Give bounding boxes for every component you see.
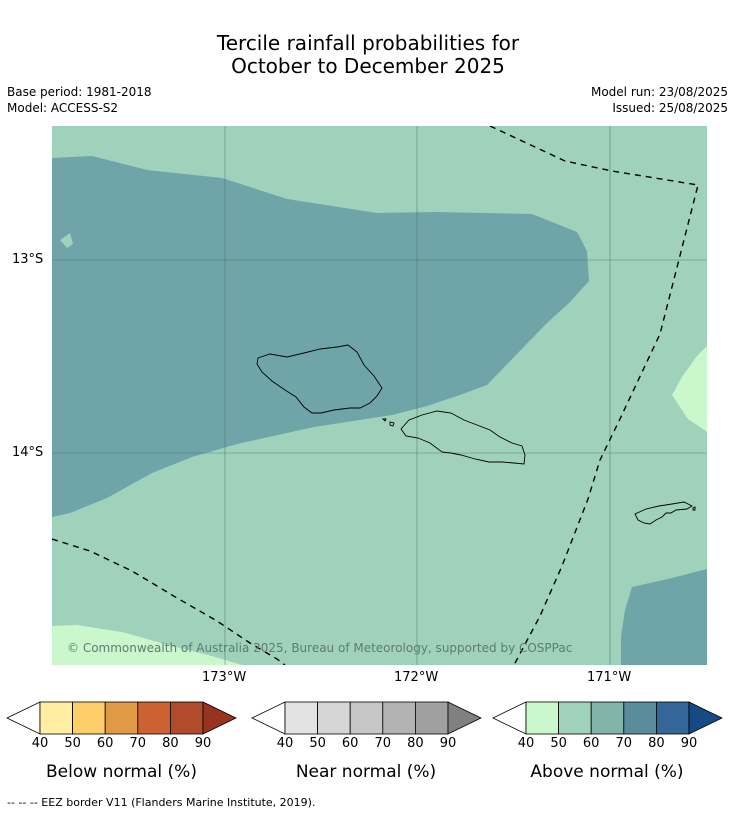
colorbar-tick-label: 40: [276, 736, 294, 751]
chart-title-line-2: October to December 2025: [231, 54, 505, 78]
colorbar-arrow-high: [447, 701, 482, 735]
lat-tick-13s: 13°S: [12, 252, 44, 267]
colorbar-segment: [169, 701, 204, 735]
colorbar-tick-label: 50: [64, 736, 81, 751]
eez-border-southwest: [52, 538, 286, 665]
colorbars-svg: [6, 701, 723, 735]
colorbar-segment: [590, 701, 625, 735]
colorbar-arrow-high: [688, 701, 723, 735]
colorbar-tick-label: 80: [162, 736, 179, 751]
colorbar-tick-label: 90: [439, 736, 457, 751]
colorbar-near-normal: [251, 701, 482, 735]
colorbar-segment: [656, 701, 690, 735]
region-above-40-50-east: [672, 346, 707, 432]
colorbar-segment: [382, 701, 416, 735]
colorbar-title-near-normal: Near normal (%): [295, 762, 437, 782]
base-period-label: Base period: 1981-2018: [7, 85, 152, 99]
model-label: Model: ACCESS-S2: [7, 101, 119, 115]
lat-tick-14s: 14°S: [12, 445, 44, 460]
island-upolu: [400, 410, 526, 465]
colorbar-segment: [558, 701, 592, 735]
colorbar-tick-label: 90: [680, 736, 698, 751]
island-aunuu: [692, 506, 696, 511]
colorbar-tick-label: 60: [96, 736, 114, 751]
eez-borders: [52, 126, 699, 665]
colorbar-tick-label: 60: [582, 736, 600, 751]
colorbar-segment: [525, 701, 559, 735]
colorbar-tick-label: 90: [194, 736, 212, 751]
model-run-label: Model run: 23/08/2025: [590, 85, 728, 99]
island-manono: [381, 418, 387, 422]
colorbar-above-normal: [492, 701, 723, 735]
region-above-40-50-southwest: [52, 625, 242, 665]
colorbar-tick-label: 40: [517, 736, 535, 751]
lon-tick-172w: 172°W: [394, 670, 439, 685]
island-apolima: [389, 421, 395, 427]
probability-map: [52, 126, 707, 665]
colorbar-arrow-low: [6, 701, 41, 735]
issued-label: Issued: 25/08/2025: [612, 101, 728, 115]
colorbar-title-below-normal: Below normal (%): [46, 762, 197, 782]
region-above-60-70-southeast: [621, 569, 707, 665]
colorbar-arrow-low: [251, 701, 286, 735]
colorbar-tick-label: 60: [341, 736, 359, 751]
colorbar-tick-label: 70: [129, 736, 147, 751]
colorbar-segment: [284, 701, 318, 735]
colorbar-tick-label: 80: [407, 736, 424, 751]
eez-border-east: [489, 126, 699, 665]
colorbar-segment: [414, 701, 449, 735]
colorbar-title-above-normal: Above normal (%): [530, 762, 684, 782]
colorbar-tick-label: 70: [374, 736, 392, 751]
eez-legend-note: -- -- -- EEZ border V11 (Flanders Marine…: [7, 796, 316, 809]
graticule: [52, 126, 707, 665]
copyright-notice: © Commonwealth of Australia 2025, Bureau…: [67, 641, 573, 655]
lon-tick-171w: 171°W: [587, 670, 632, 685]
chart-title-line-1: Tercile rainfall probabilities for: [216, 31, 520, 55]
island-savaii: [256, 344, 383, 414]
region-above-40-50-islet: [60, 233, 73, 248]
islands: [256, 344, 696, 525]
island-tutuila: [634, 501, 693, 525]
colorbar-segment: [317, 701, 351, 735]
colorbar-segment: [72, 701, 106, 735]
colorbar-tick-label: 50: [550, 736, 567, 751]
colorbar-segment: [623, 701, 657, 735]
colorbar-below-normal: [6, 701, 237, 735]
region-above-60-70-west: [52, 156, 589, 517]
colorbar-segment: [104, 701, 139, 735]
colorbar-segment: [39, 701, 73, 735]
colorbar-segment: [349, 701, 384, 735]
lon-tick-173w: 173°W: [202, 670, 247, 685]
colorbar-tick-label: 50: [309, 736, 326, 751]
colorbar-segment: [137, 701, 171, 735]
colorbar-tick-label: 40: [31, 736, 49, 751]
colorbar-arrow-low: [492, 701, 527, 735]
colorbar-tick-label: 70: [615, 736, 633, 751]
colorbar-tick-label: 80: [648, 736, 665, 751]
colorbar-arrow-high: [202, 701, 237, 735]
